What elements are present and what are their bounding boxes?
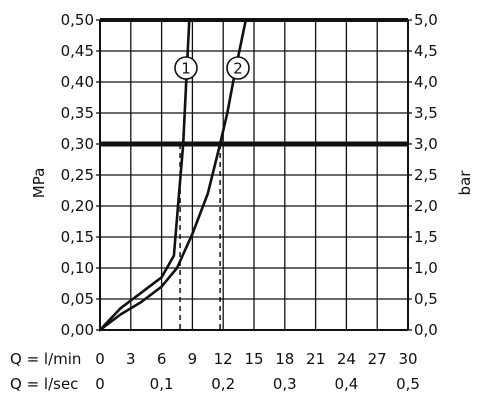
y-ticks-right: 0,0 0,5 1,0 1,5 2,0 2,5 3,0 3,5 4,0 4,5 5,0: [408, 11, 438, 339]
y-tick-label-right: 2,5: [414, 166, 438, 184]
x-tick-label-lsec: 0: [95, 375, 105, 393]
y-tick-label-right: 2,0: [414, 197, 438, 215]
y-tick-label-left: 0,20: [61, 197, 94, 215]
y-tick-label-right: 3,5: [414, 104, 438, 122]
curve-label-circle-2: [226, 56, 250, 80]
y-tick-label-left: 0,45: [61, 42, 94, 60]
curve-label-1: 1: [181, 60, 191, 78]
y-tick-label-right: 3,0: [414, 135, 438, 153]
x-tick-label-lmin: 30: [398, 350, 417, 368]
y-tick-label-left: 0,35: [61, 104, 94, 122]
grid: [99, 19, 409, 331]
x-tick-label-lsec: 0,1: [150, 375, 174, 393]
x-tick-label-lsec: 0,4: [334, 375, 358, 393]
x-tick-label-lsec: 0,5: [396, 375, 420, 393]
x-tick-label-lmin: 3: [126, 350, 136, 368]
x-tick-label-lmin: 15: [244, 350, 263, 368]
x-tick-label-lmin: 18: [275, 350, 294, 368]
y-axis-title-right: bar: [456, 170, 474, 196]
y-axis-title-left: MPa: [30, 168, 48, 199]
x-tick-label-lsec: 0,3: [273, 375, 297, 393]
y-tick-label-left: 0,10: [61, 259, 94, 277]
y-tick-label-right: 0,0: [414, 321, 438, 339]
y-ticks-left: 0,00 0,05 0,10 0,15 0,20 0,25 0,30 0,35 0,40 0,45…: [61, 11, 100, 339]
y-tick-label-left: 0,05: [61, 290, 94, 308]
x-tick-label-lmin: 12: [214, 350, 233, 368]
x-tick-label-lmin: 0: [95, 350, 105, 368]
x-row-label-lsec: Q = l/sec: [10, 375, 78, 393]
y-tick-label-left: 0,00: [61, 321, 94, 339]
curves: [98, 18, 248, 332]
x-tick-label-lmin: 27: [368, 350, 387, 368]
y-tick-label-right: 1,0: [414, 259, 438, 277]
x-row-label-lmin: Q = l/min: [10, 350, 81, 368]
curve-2: [98, 18, 248, 332]
y-tick-label-left: 0,25: [61, 166, 94, 184]
y-tick-label-left: 0,15: [61, 228, 94, 246]
curve-1: [98, 18, 191, 332]
x-tick-label-lsec: 0,2: [211, 375, 235, 393]
y-tick-label-right: 5,0: [414, 11, 438, 29]
y-tick-label-left: 0,40: [61, 73, 94, 91]
x-tick-label-lmin: 6: [157, 350, 167, 368]
curve-label-circle-1: [174, 56, 198, 80]
x-ticks: 0 3 6 9 12 15 18 21 24 27 30 0 0,1 0,2 0,3 0,4 0,5: [95, 350, 420, 393]
y-tick-label-left: 0,30: [61, 135, 94, 153]
x-tick-label-lmin: 24: [337, 350, 356, 368]
x-tick-label-lmin: 9: [188, 350, 198, 368]
y-tick-label-right: 0,5: [414, 290, 438, 308]
y-tick-label-left: 0,50: [61, 11, 94, 29]
y-tick-label-right: 4,0: [414, 73, 438, 91]
x-tick-label-lmin: 21: [306, 350, 325, 368]
curve-label-2: 2: [233, 60, 243, 78]
y-tick-label-right: 1,5: [414, 228, 438, 246]
y-tick-label-right: 4,5: [414, 42, 438, 60]
